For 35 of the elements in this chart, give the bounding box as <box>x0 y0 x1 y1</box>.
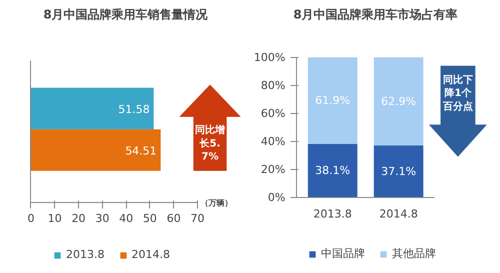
bar <box>374 145 424 198</box>
x-tick-label: 30 <box>95 212 110 226</box>
data-label: 51.58 <box>118 103 150 116</box>
y-tick-label: 100% <box>254 50 286 64</box>
chart-title: 8月中国品牌乘用车市场占有率 <box>293 8 458 22</box>
data-label: 62.9% <box>381 94 416 108</box>
x-tick-label: 70 <box>190 212 205 226</box>
y-tick-label: 60% <box>260 106 286 120</box>
bar <box>308 57 358 144</box>
x-tick-label: 0 <box>27 212 34 226</box>
y-tick-label: 40% <box>260 134 286 148</box>
legend-label: 其他品牌 <box>392 246 436 261</box>
legend-label: 2013.8 <box>66 248 104 261</box>
data-label: 38.1% <box>315 164 350 178</box>
y-tick-label: 20% <box>260 162 286 176</box>
text: 同比下降1个百分点 <box>442 74 473 112</box>
legend-label: 中国品牌 <box>321 246 365 261</box>
x-tick-label: 10 <box>48 212 62 226</box>
annotation: 同比增长5.7% <box>195 124 226 163</box>
bar <box>374 57 424 146</box>
x-tick-label: 2013.8 <box>313 207 352 220</box>
x-tick-label: 60 <box>166 212 181 226</box>
x-tick-label: 20 <box>72 212 86 226</box>
y-tick-label: 0% <box>268 190 286 204</box>
x-tick-label: 40 <box>119 212 134 226</box>
legend-label: 2014.8 <box>132 248 170 261</box>
x-axis-title: （万辆） <box>200 198 233 208</box>
chart-title: 8月中国品牌乘用车销售量情况 <box>43 8 209 22</box>
bar <box>308 144 358 198</box>
data-label: 61.9% <box>315 94 350 108</box>
y-tick-label: 80% <box>260 78 286 92</box>
data-label: 54.51 <box>125 144 157 158</box>
x-tick-label: 2014.8 <box>379 207 418 220</box>
data-label: 37.1% <box>381 164 416 178</box>
x-tick-label: 50 <box>142 212 157 226</box>
